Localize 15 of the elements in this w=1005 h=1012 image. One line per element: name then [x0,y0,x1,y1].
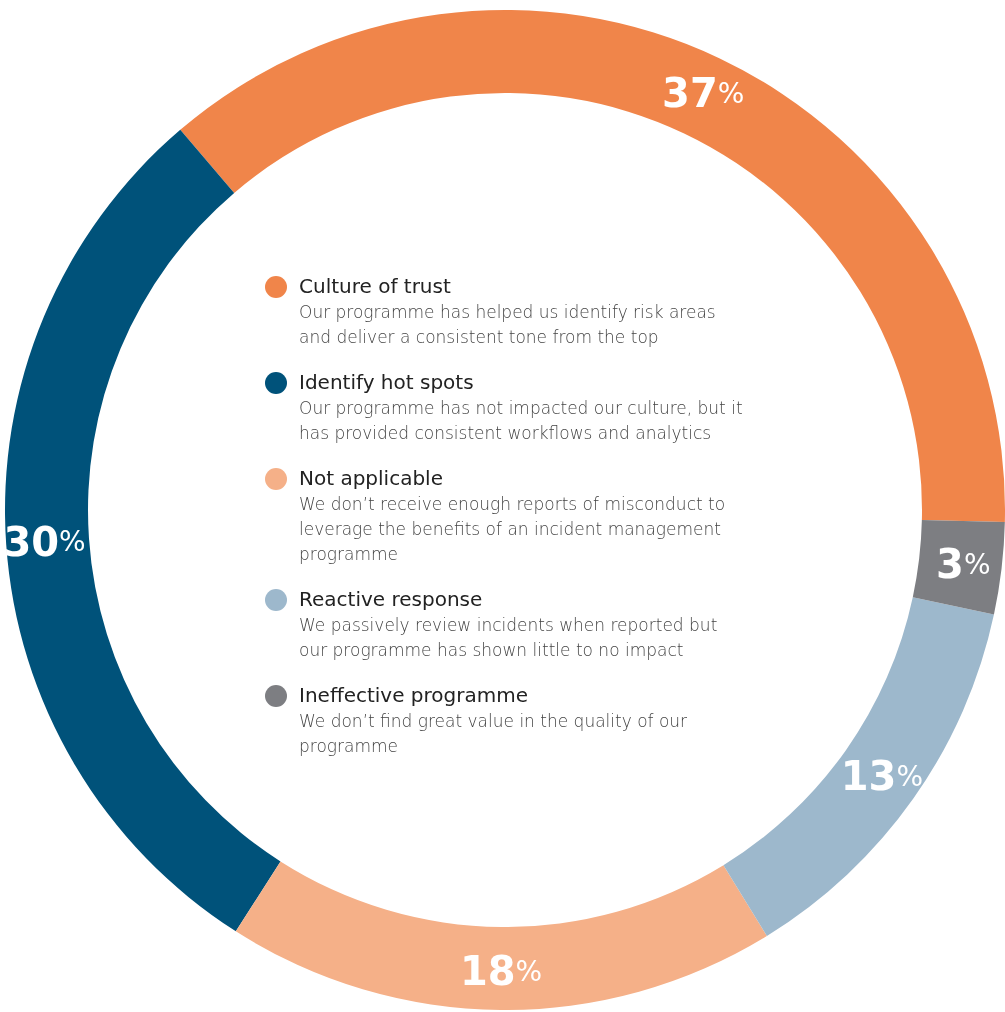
legend-label: Identify hot spots [299,369,475,396]
legend-label: Culture of trust [299,273,452,300]
legend-label: Not applicable [299,465,444,492]
text: We passively review incidents when reported but our programme has shown little to no impact [299,614,719,662]
text: We don’t receive enough reports of misconduct to leverage the benefits of an incident management programme [299,493,727,566]
text: Our programme has not impacted our culture, but it has provided consistent workflows and analytics [299,397,744,445]
legend-label: Ineffective programme [299,682,529,709]
data-label: 3% [936,541,991,588]
text: Our programme has helped us identify risk areas and deliver a consistent tone from the top [299,301,717,349]
data-label: 18% [459,948,543,995]
legend-label: Reactive response [299,586,484,613]
text: We don’t find great value in the quality of our programme [299,710,689,758]
data-label: 30% [3,518,86,565]
data-label: 13% [840,753,924,800]
data-label: 37% [662,70,745,117]
